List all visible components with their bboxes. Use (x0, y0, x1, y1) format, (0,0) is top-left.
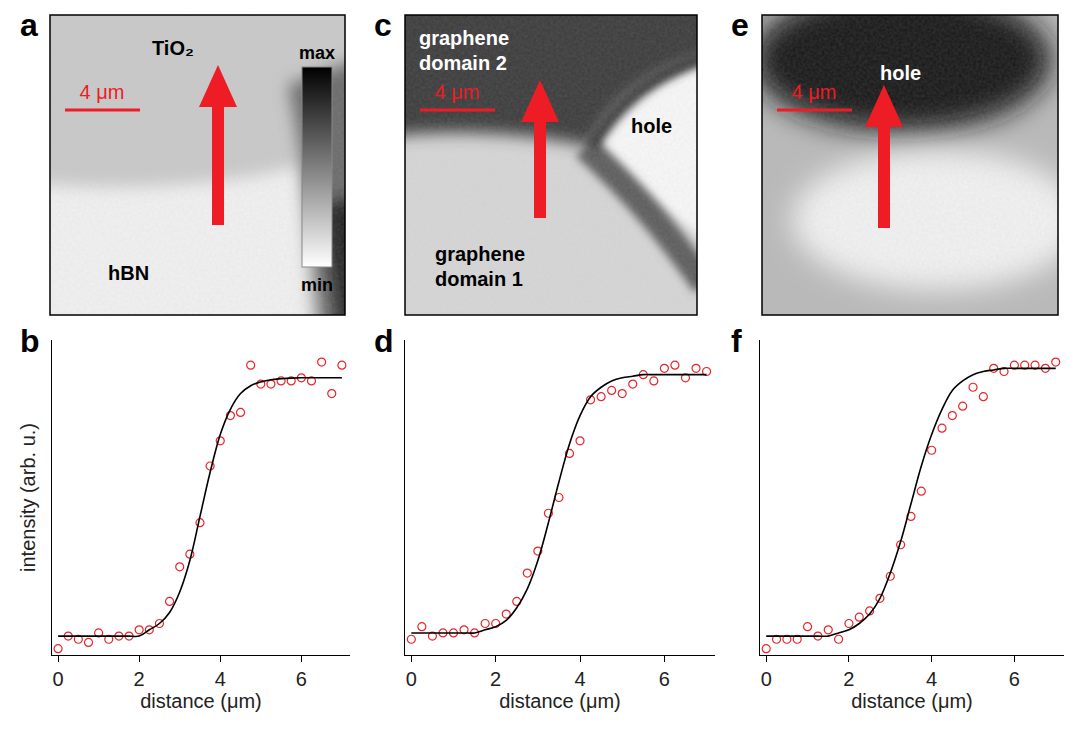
svg-text:0: 0 (406, 668, 417, 690)
svg-text:4: 4 (926, 668, 937, 690)
svg-text:distance (μm): distance (μm) (140, 690, 262, 712)
svg-text:6: 6 (659, 668, 670, 690)
svg-text:4: 4 (215, 668, 226, 690)
svg-text:4 μm: 4 μm (435, 81, 480, 103)
svg-text:distance (μm): distance (μm) (851, 690, 973, 712)
svg-text:a: a (20, 7, 38, 43)
svg-text:4 μm: 4 μm (792, 81, 837, 103)
svg-text:6: 6 (1009, 668, 1020, 690)
svg-text:b: b (20, 323, 40, 359)
svg-text:c: c (374, 7, 392, 43)
svg-text:e: e (731, 7, 749, 43)
svg-text:TiO₂: TiO₂ (152, 37, 194, 59)
svg-text:2: 2 (134, 668, 145, 690)
svg-text:0: 0 (761, 668, 772, 690)
svg-text:6: 6 (296, 668, 307, 690)
svg-text:hBN: hBN (108, 262, 149, 284)
svg-text:min: min (301, 275, 333, 295)
svg-text:max: max (299, 43, 335, 63)
svg-text:distance (μm): distance (μm) (499, 690, 621, 712)
svg-text:f: f (731, 323, 742, 359)
svg-text:graphene: graphene (435, 243, 525, 265)
svg-text:hole: hole (880, 62, 921, 84)
svg-text:d: d (374, 323, 394, 359)
svg-text:0: 0 (53, 668, 64, 690)
svg-text:4 μm: 4 μm (80, 81, 125, 103)
svg-text:intensity (arb. u.): intensity (arb. u.) (17, 423, 39, 572)
svg-text:2: 2 (843, 668, 854, 690)
svg-text:domain 2: domain 2 (419, 52, 507, 74)
svg-text:hole: hole (631, 115, 672, 137)
svg-text:4: 4 (574, 668, 585, 690)
svg-text:2: 2 (490, 668, 501, 690)
svg-text:domain 1: domain 1 (435, 268, 523, 290)
svg-text:graphene: graphene (419, 27, 509, 49)
